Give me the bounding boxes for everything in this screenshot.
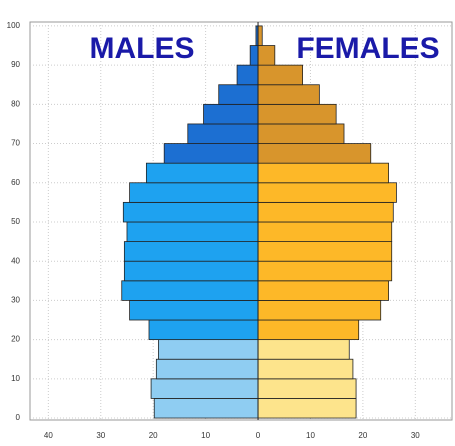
bar — [257, 123, 345, 144]
bar — [249, 45, 259, 66]
y-tick-label: 100 — [7, 21, 21, 30]
bar — [123, 260, 259, 282]
y-tick-label: 0 — [16, 413, 21, 422]
y-tick-label: 90 — [11, 60, 20, 69]
x-tick-label: 40 — [44, 431, 53, 440]
bar — [257, 260, 393, 282]
y-tick-label: 20 — [11, 335, 20, 344]
x-tick-label: 30 — [96, 431, 105, 440]
bar — [121, 280, 259, 301]
annotation: FEMALES — [296, 32, 439, 65]
bar — [123, 241, 259, 262]
y-tick-label: 50 — [11, 217, 20, 226]
bar — [122, 201, 259, 223]
x-tick-label: 20 — [149, 431, 158, 440]
bar — [129, 182, 259, 203]
bar — [150, 378, 259, 399]
bar — [257, 241, 393, 262]
bar — [203, 103, 259, 125]
bar — [145, 162, 259, 184]
bar — [257, 103, 337, 125]
x-tick-label: 30 — [411, 431, 420, 440]
bar — [257, 378, 357, 399]
bar — [218, 84, 259, 105]
bar — [257, 300, 382, 321]
bar — [126, 221, 259, 242]
bar — [257, 398, 357, 419]
y-tick-label: 80 — [11, 99, 20, 108]
x-tick-label: 10 — [306, 431, 315, 440]
bar — [257, 84, 320, 105]
x-tick-label: 20 — [358, 431, 367, 440]
y-tick-label: 60 — [11, 178, 20, 187]
y-tick-label: 30 — [11, 296, 20, 305]
bar — [155, 358, 259, 380]
bar — [257, 280, 389, 301]
bar — [257, 25, 263, 46]
bar — [257, 201, 394, 223]
bar — [257, 64, 303, 86]
bar — [257, 221, 393, 242]
bar — [129, 300, 259, 321]
bar — [257, 182, 397, 203]
y-tick-label: 40 — [11, 256, 20, 265]
annotation: MALES — [90, 32, 195, 65]
y-tick-label: 70 — [11, 139, 20, 148]
bar — [257, 339, 350, 360]
bar — [153, 398, 259, 419]
bar — [257, 319, 360, 341]
x-tick-label: 10 — [201, 431, 210, 440]
bar — [236, 64, 259, 86]
bar — [163, 143, 259, 164]
x-tick-label: 0 — [256, 431, 261, 440]
bar — [158, 339, 259, 360]
bar — [148, 319, 259, 341]
bar — [257, 358, 354, 380]
bar — [187, 123, 259, 144]
bar — [257, 45, 276, 66]
y-tick-label: 10 — [11, 374, 20, 383]
bar — [257, 162, 389, 184]
bar — [257, 143, 372, 164]
